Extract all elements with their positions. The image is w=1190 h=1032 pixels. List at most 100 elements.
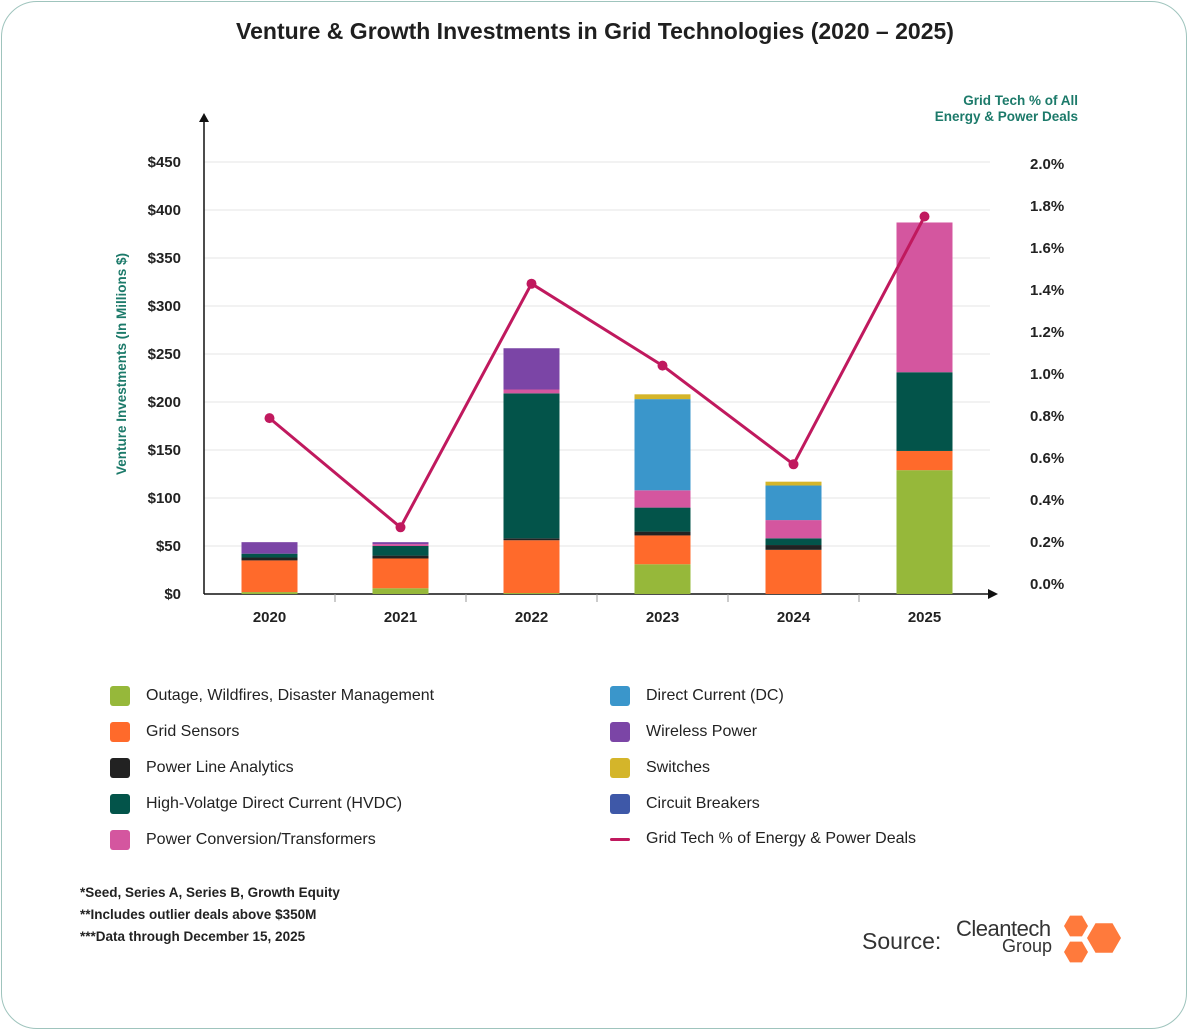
line-series	[268, 215, 926, 529]
legend-item: Power Conversion/Transformers	[110, 830, 376, 850]
bar-segment	[765, 549, 822, 594]
legend-color-swatch	[610, 722, 630, 742]
brand-name-bottom: Group	[1002, 936, 1053, 956]
bar-segment	[372, 588, 429, 594]
legend-color-swatch	[610, 758, 630, 778]
y-tick-label: $200	[148, 394, 181, 411]
legend-color-swatch	[110, 794, 130, 814]
bar-segment	[503, 389, 560, 394]
legend-color-swatch	[110, 686, 130, 706]
bar-segment	[634, 399, 691, 491]
y-axis-arrow-icon	[199, 113, 209, 122]
bar-segment	[634, 564, 691, 594]
bar-segment	[241, 557, 298, 561]
bar-segment	[765, 481, 822, 486]
bar-segment	[634, 535, 691, 565]
legend-item: Grid Sensors	[110, 722, 239, 742]
y-tick-label: $350	[148, 250, 181, 267]
bar-segment	[896, 222, 953, 373]
legend-item: Outage, Wildfires, Disaster Management	[110, 686, 434, 706]
bar-segment	[503, 348, 560, 390]
bar-segment	[765, 485, 822, 521]
bar-segment	[634, 507, 691, 532]
bar-segment	[503, 593, 560, 594]
legend-color-swatch	[110, 722, 130, 742]
x-tick-label: 2021	[384, 609, 417, 626]
bar-segment	[503, 540, 560, 594]
x-tick-label: 2020	[253, 609, 286, 626]
y-tick-label: $100	[148, 490, 181, 507]
bar-segment	[634, 490, 691, 508]
line-point	[657, 360, 668, 371]
y-axis-label: Venture Investments (In Millions $)	[114, 253, 129, 475]
y-tick-label: $300	[148, 298, 181, 315]
bar-segment	[765, 545, 822, 550]
x-tick-label: 2025	[908, 609, 941, 626]
line-point	[526, 278, 537, 289]
legend-color-swatch	[610, 794, 630, 814]
y2-tick-label: 1.2%	[1030, 324, 1064, 341]
y-tick-label: $250	[148, 346, 181, 363]
chart-title: Venture & Growth Investments in Grid Tec…	[236, 18, 954, 44]
legend-item: Grid Tech % of Energy & Power Deals	[610, 830, 916, 848]
legend-item: Circuit Breakers	[610, 794, 760, 814]
legend-item: Switches	[610, 758, 710, 778]
y2-tick-label: 0.8%	[1030, 408, 1064, 425]
bar-segment	[372, 558, 429, 589]
legend-item: Direct Current (DC)	[610, 686, 784, 706]
y2-axis-label: Grid Tech % of All Energy & Power Deals	[935, 93, 1078, 124]
bar-segment	[372, 544, 429, 546]
bar-segment	[765, 520, 822, 539]
y2-tick-label: 0.2%	[1030, 534, 1064, 551]
y2-tick-label: 0.4%	[1030, 492, 1064, 509]
legend-label: Switches	[646, 759, 711, 776]
x-tick-label: 2022	[515, 609, 548, 626]
line-point	[788, 459, 799, 470]
bar-segment	[503, 393, 560, 539]
footnotes: *Seed, Series A, Series B, Growth Equity…	[80, 882, 340, 948]
bar-segment	[634, 394, 691, 400]
y-tick-label: $450	[148, 154, 181, 171]
hexagon-icon	[1087, 923, 1121, 953]
y2-tick-label: 0.6%	[1030, 450, 1064, 467]
legend-color-swatch	[610, 686, 630, 706]
legend-line-swatch	[610, 837, 630, 841]
y2-tick-label: 1.6%	[1030, 240, 1064, 257]
line-point	[264, 413, 275, 424]
bar-segment	[896, 372, 953, 451]
brand-name-top: Cleantech	[956, 916, 1051, 941]
legend-item: Power Line Analytics	[110, 758, 294, 778]
legend-color-swatch	[110, 830, 130, 850]
legend-label: Wireless Power	[646, 723, 758, 740]
legend-item: High-Volatge Direct Current (HVDC)	[110, 794, 402, 814]
bar-segment	[503, 538, 560, 541]
legend-label: Outage, Wildfires, Disaster Management	[146, 687, 435, 704]
x-axis-arrow-icon	[988, 589, 998, 599]
x-tick-label: 2024	[777, 609, 811, 626]
y2-tick-label: 1.0%	[1030, 366, 1064, 383]
hexagon-icon	[1064, 915, 1088, 937]
y2-tick-label: 1.4%	[1030, 282, 1064, 299]
legend-label: Grid Sensors	[146, 723, 240, 740]
y2-tick-label: 2.0%	[1030, 156, 1064, 173]
y-tick-label: $150	[148, 442, 181, 459]
bar-segment	[372, 546, 429, 556]
legend-item: Wireless Power	[610, 722, 757, 742]
y-tick-label: $0	[164, 586, 181, 603]
bar-segment	[896, 470, 953, 594]
y2-tick-label: 0.0%	[1030, 576, 1064, 593]
legend-label: Direct Current (DC)	[646, 687, 784, 704]
hexagon-icon	[1064, 941, 1088, 963]
bar-segment	[634, 531, 691, 536]
y-tick-label: $50	[156, 538, 181, 555]
legend-label: High-Volatge Direct Current (HVDC)	[146, 795, 403, 812]
legend-label: Power Conversion/Transformers	[146, 831, 376, 848]
bar-segment	[372, 542, 429, 545]
line-point	[395, 522, 406, 533]
footnote-3: ***Data through December 15, 2025	[80, 929, 306, 944]
y2-tick-label: 1.8%	[1030, 198, 1064, 215]
bar-segment	[765, 538, 822, 546]
line-point	[919, 211, 930, 222]
bar-segment	[241, 592, 298, 594]
